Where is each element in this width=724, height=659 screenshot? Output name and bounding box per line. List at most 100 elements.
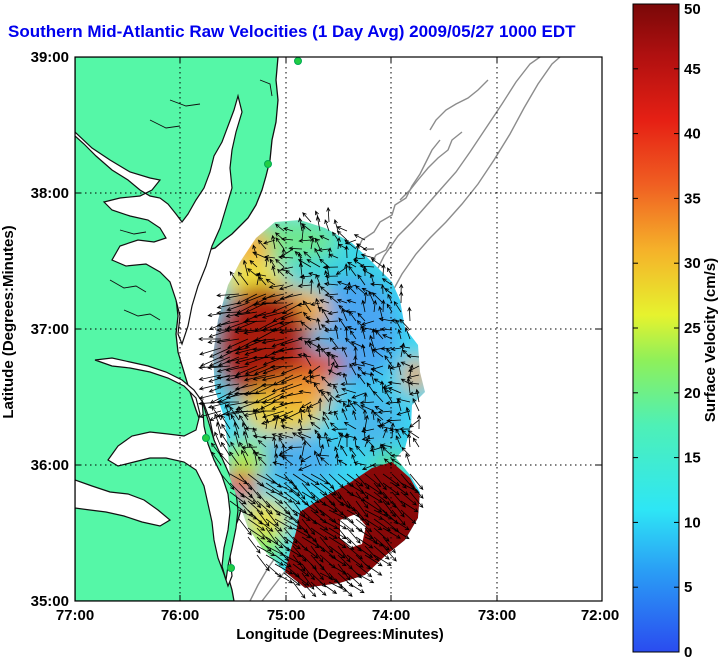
velocity-arrow (355, 545, 374, 559)
velocity-arrow (256, 545, 276, 556)
velocity-arrow (270, 328, 294, 333)
velocity-arrow (405, 326, 411, 340)
velocity-arrow (280, 374, 303, 384)
velocity-arrow (381, 278, 393, 286)
velocity-arrow (360, 361, 375, 367)
velocity-arrow (227, 338, 249, 349)
velocity-arrow (275, 258, 285, 268)
velocity-arrow (227, 383, 249, 395)
velocity-arrow (406, 354, 420, 359)
velocity-arrow (229, 270, 240, 286)
velocity-arrow (280, 383, 303, 393)
velocity-arrow (319, 235, 330, 241)
velocity-arrow (336, 280, 348, 286)
velocity-arrow (361, 464, 375, 471)
velocity-arrow (301, 536, 320, 549)
velocity-arrow (220, 414, 231, 430)
velocity-arrow (220, 441, 231, 457)
velocity-arrow (256, 518, 274, 532)
velocity-arrow (355, 285, 366, 295)
velocity-arrow (287, 445, 303, 450)
velocity-arrow (382, 545, 397, 562)
velocity-arrow (230, 414, 240, 430)
velocity-arrow (238, 518, 252, 536)
velocity-arrow (235, 320, 258, 330)
velocity-arrow (216, 338, 240, 344)
velocity-arrow (382, 482, 400, 496)
velocity-arrow (415, 388, 420, 403)
velocity-arrow (265, 509, 279, 527)
velocity-arrow (252, 409, 276, 414)
velocity-arrow (387, 380, 402, 385)
velocity-arrow (409, 364, 414, 376)
velocity-arrow (361, 288, 375, 295)
velocity-arrow (274, 223, 285, 232)
velocity-arrow (257, 239, 267, 250)
velocity-arrow (261, 300, 284, 306)
velocity-arrow (274, 491, 294, 503)
velocity-arrow (344, 326, 349, 340)
velocity-arrow (279, 347, 303, 353)
velocity-arrow (351, 392, 366, 399)
velocity-arrow (261, 382, 285, 388)
velocity-arrow (409, 482, 424, 499)
velocity-arrow (301, 473, 320, 486)
velocity-arrow (260, 405, 267, 421)
velocity-arrow (272, 461, 285, 466)
velocity-arrow (391, 509, 406, 526)
velocity-arrow (300, 223, 312, 232)
velocity-arrow (229, 406, 240, 421)
velocity-arrow (322, 416, 330, 430)
velocity-arrow (386, 347, 393, 358)
velocity-arrow (348, 265, 357, 277)
velocity-arrow (314, 336, 330, 341)
velocity-arrow (301, 545, 319, 559)
velocity-arrow (381, 263, 386, 277)
velocity-arrow (280, 424, 294, 430)
velocity-arrow (382, 536, 396, 554)
velocity-arrow (362, 426, 367, 439)
x-tick-label: 77:00 (56, 607, 94, 624)
velocity-arrow (265, 491, 284, 504)
velocity-arrow (373, 554, 392, 566)
velocity-arrow (328, 536, 347, 549)
velocity-arrow (321, 308, 330, 322)
velocity-arrow (359, 400, 375, 405)
velocity-arrow (324, 319, 339, 324)
velocity-arrow (317, 343, 322, 358)
velocity-arrow (326, 206, 331, 223)
velocity-arrow (264, 418, 269, 430)
velocity-arrow (408, 381, 420, 386)
velocity-arrow (378, 317, 393, 322)
velocity-arrow (308, 272, 321, 277)
velocity-arrow (261, 338, 285, 345)
velocity-arrow (400, 491, 417, 506)
velocity-arrow (216, 400, 240, 405)
velocity-arrow (296, 302, 312, 307)
velocity-arrow (387, 387, 402, 394)
velocity-arrow (235, 365, 258, 376)
velocity-arrow (268, 284, 285, 289)
velocity-arrow (283, 500, 299, 517)
velocity-arrow (344, 245, 349, 259)
velocity-arrow (337, 459, 348, 466)
velocity-arrow (400, 342, 406, 358)
velocity-arrow (301, 482, 316, 499)
velocity-arrow (274, 482, 294, 493)
velocity-arrow (220, 473, 235, 491)
velocity-arrow (346, 581, 365, 594)
velocity-arrow (211, 451, 222, 466)
velocity-arrow (216, 293, 240, 298)
velocity-arrow (315, 273, 321, 286)
velocity-arrow (377, 417, 384, 430)
velocity-arrow (292, 509, 311, 521)
velocity-arrow (237, 271, 249, 286)
velocity-arrow (234, 347, 258, 355)
velocity-arrow (247, 527, 266, 540)
velocity-arrow (317, 432, 322, 448)
x-tick-label: 75:00 (267, 607, 305, 624)
velocity-arrow (416, 414, 422, 430)
velocity-arrow (274, 563, 294, 575)
velocity-arrow (346, 261, 357, 268)
velocity-arrow (280, 311, 303, 321)
